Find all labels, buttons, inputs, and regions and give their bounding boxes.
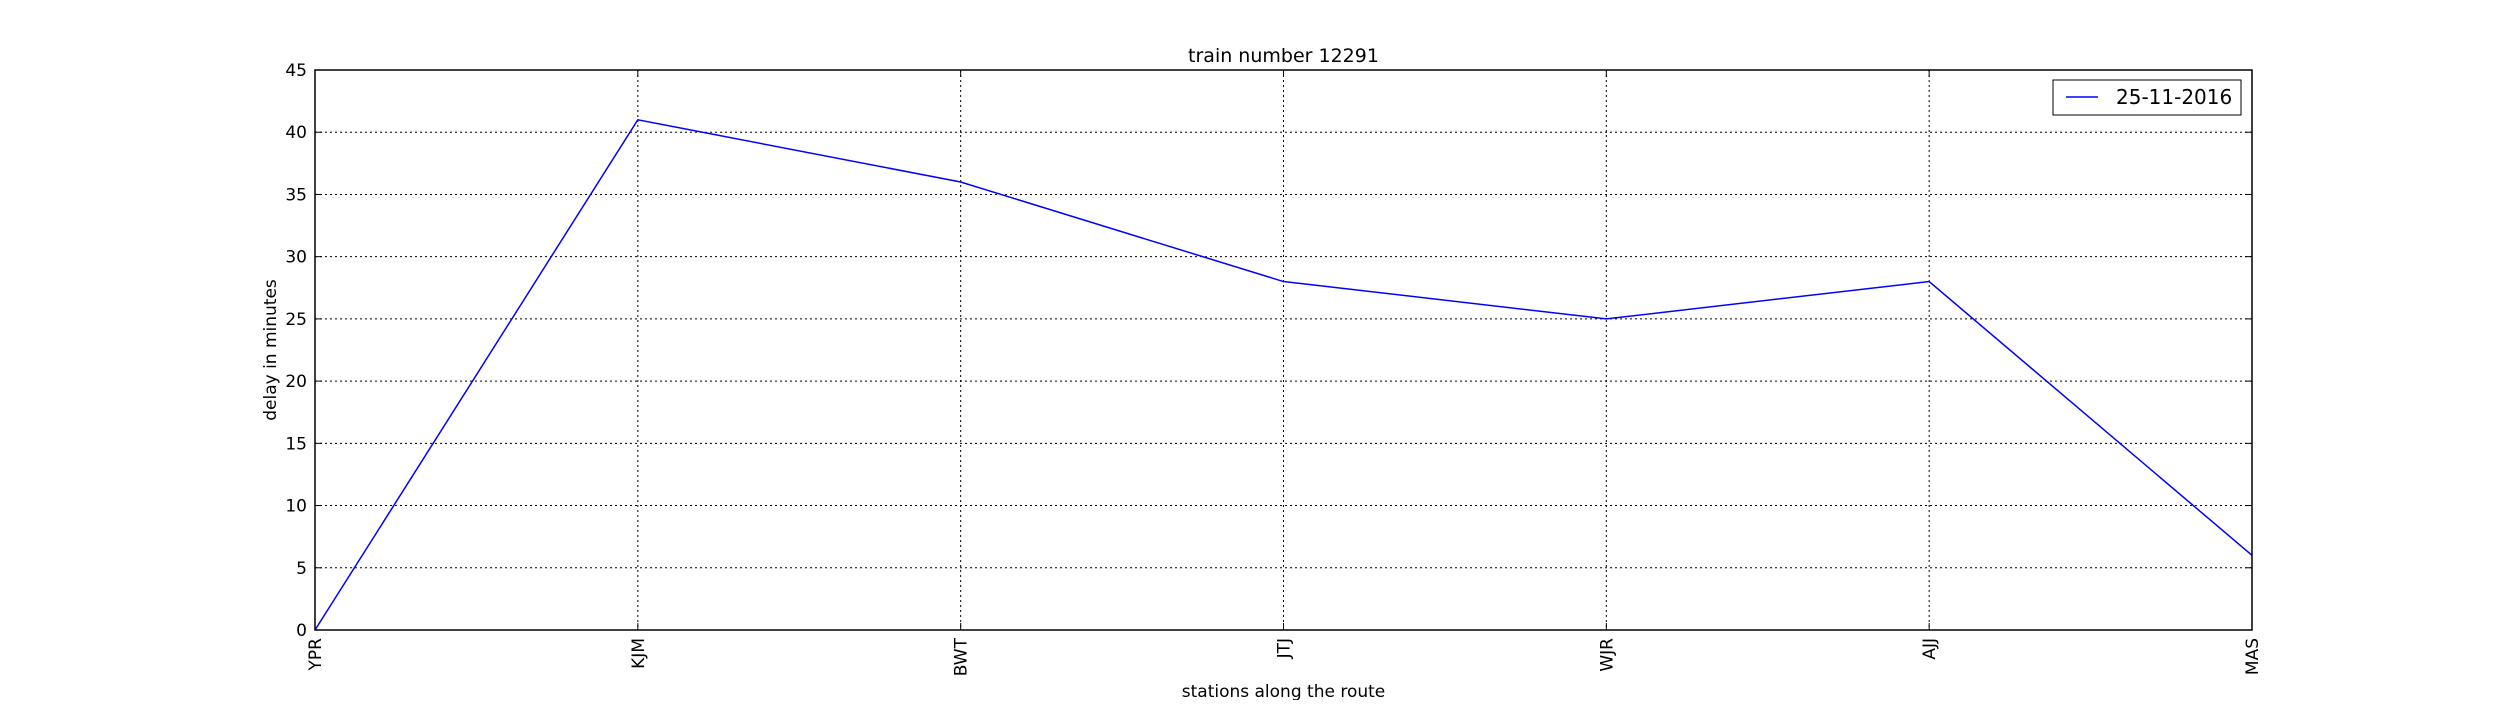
y-tick-label: 5	[296, 559, 307, 579]
x-tick-label: KJM	[629, 638, 649, 669]
y-axis-ticks: 0 5 10 15 20 25 30 35 40 45	[285, 61, 2252, 641]
y-tick-label: 45	[285, 61, 307, 81]
grid-lines	[315, 70, 2252, 630]
x-tick-label: WJR	[1597, 638, 1617, 672]
y-tick-label: 30	[285, 248, 307, 268]
y-axis-label: delay in minutes	[261, 279, 281, 421]
x-axis-ticks: YPR KJM BWT JTJ WJR AJJ MAS	[306, 70, 2263, 676]
x-tick-label: MAS	[2243, 638, 2263, 675]
chart-title: train number 12291	[1188, 45, 1379, 67]
legend: 25-11-2016	[2053, 80, 2241, 115]
legend-label: 25-11-2016	[2116, 85, 2232, 109]
y-tick-label: 25	[285, 310, 307, 330]
y-tick-label: 0	[296, 621, 307, 641]
x-tick-label: BWT	[952, 637, 972, 676]
y-tick-label: 15	[285, 434, 307, 454]
x-axis-label: stations along the route	[1182, 682, 1386, 700]
y-tick-label: 10	[285, 497, 307, 517]
y-tick-label: 35	[285, 185, 307, 205]
y-tick-label: 40	[285, 123, 307, 143]
x-tick-label: YPR	[306, 638, 326, 672]
x-tick-label: JTJ	[1275, 638, 1295, 659]
y-tick-label: 20	[285, 372, 307, 392]
x-tick-label: AJJ	[1920, 638, 1940, 660]
